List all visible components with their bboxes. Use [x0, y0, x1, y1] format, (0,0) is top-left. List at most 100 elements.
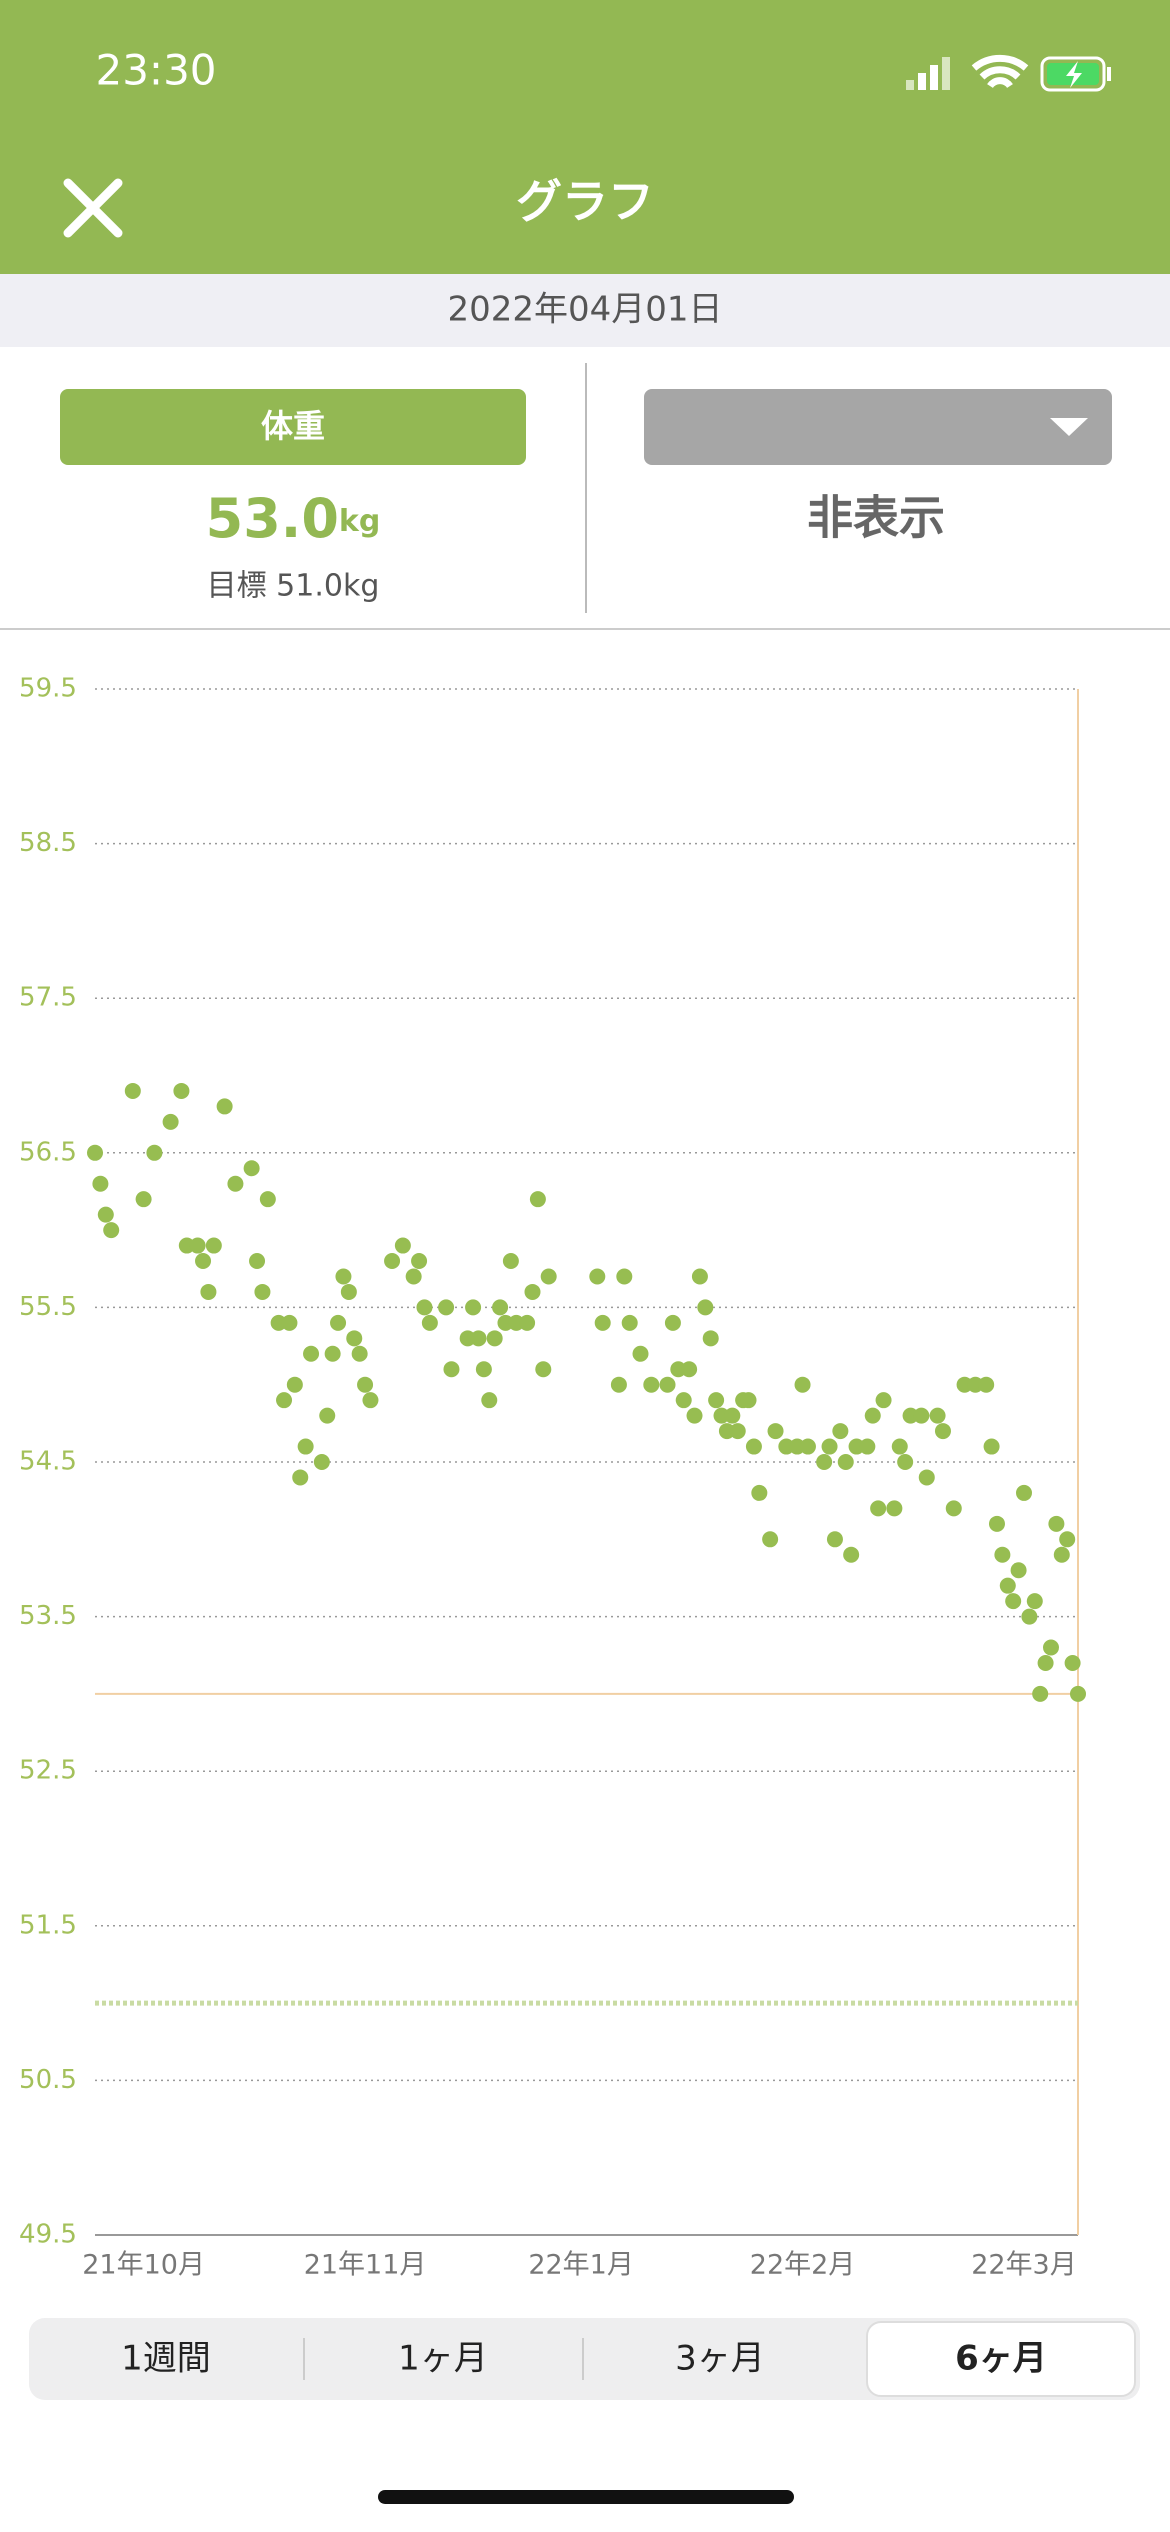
data-point: [994, 1546, 1011, 1563]
data-point: [799, 1438, 816, 1455]
data-point: [524, 1283, 541, 1300]
data-point: [124, 1082, 141, 1099]
data-point: [351, 1345, 368, 1362]
data-point: [216, 1098, 233, 1115]
status-icons: [906, 54, 1111, 92]
data-point: [659, 1376, 676, 1393]
segment-label[interactable]: 3ヶ月: [675, 2339, 765, 2379]
data-point: [686, 1407, 703, 1424]
data-point: [751, 1484, 768, 1501]
data-point: [816, 1454, 833, 1470]
x-tick-label: 22年1月: [528, 2250, 634, 2281]
y-tick-label: 49.5: [19, 2220, 77, 2250]
data-point: [988, 1515, 1005, 1532]
data-point: [1005, 1593, 1022, 1610]
data-point: [681, 1361, 698, 1378]
weight-button[interactable]: [60, 389, 526, 465]
data-point: [481, 1392, 498, 1409]
data-point: [762, 1531, 779, 1548]
segments: 1週間 1ヶ月 3ヶ月 6ヶ月: [121, 2339, 1047, 2379]
data-point: [87, 1144, 103, 1161]
data-point: [303, 1345, 320, 1362]
data-point: [1032, 1685, 1049, 1702]
y-tick-label: 58.5: [19, 828, 77, 858]
data-point: [837, 1454, 854, 1470]
dropdown-arrow: [1050, 418, 1088, 436]
data-point: [535, 1361, 552, 1378]
weight-unit: kg: [339, 504, 380, 539]
data-point: [97, 1206, 114, 1223]
x-tick-label: 22年3月: [971, 2250, 1077, 2281]
data-point: [411, 1253, 428, 1270]
data-point: [702, 1330, 719, 1347]
data-point: [594, 1314, 611, 1331]
data-point: [1048, 1515, 1065, 1532]
data-point: [729, 1423, 746, 1440]
data-point: [286, 1376, 303, 1393]
data-point: [346, 1330, 363, 1347]
data-point: [340, 1283, 357, 1300]
data-point: [664, 1314, 681, 1331]
data-point: [254, 1283, 271, 1300]
data-point: [616, 1268, 633, 1285]
data-point: [103, 1222, 120, 1239]
data-point: [292, 1469, 309, 1486]
data-point: [162, 1113, 179, 1130]
data-point: [405, 1268, 422, 1285]
data-point: [313, 1454, 330, 1470]
data-point: [324, 1345, 341, 1362]
data-point: [465, 1299, 482, 1316]
data-point: [864, 1407, 881, 1424]
data-point: [621, 1314, 638, 1331]
home-indicator: [378, 2490, 794, 2504]
data-point: [632, 1345, 649, 1362]
y-tick-label: 55.5: [19, 1292, 77, 1322]
data-point: [978, 1376, 995, 1393]
y-tick-label: 56.5: [19, 1137, 77, 1167]
data-point: [934, 1423, 951, 1440]
data-point: [470, 1330, 487, 1347]
weight-value: 53.0kg: [206, 487, 381, 550]
data-point: [697, 1299, 714, 1316]
x-tick-label: 21年11月: [304, 2250, 427, 2281]
segment-label[interactable]: 1ヶ月: [398, 2339, 488, 2379]
time: 23:30: [95, 46, 216, 95]
data-point: [945, 1500, 962, 1517]
data-point: [1042, 1639, 1059, 1656]
y-tick-label: 59.5: [19, 674, 77, 704]
select-button[interactable]: [644, 389, 1112, 465]
weight-button-label: 体重: [261, 407, 325, 445]
data-point: [643, 1376, 660, 1393]
y-tick-label: 52.5: [19, 1756, 77, 1786]
close-button[interactable]: [63, 178, 123, 238]
data-point: [540, 1268, 557, 1285]
data-point: [610, 1376, 627, 1393]
data-point: [918, 1469, 935, 1486]
data-point: [675, 1392, 692, 1409]
segment-selected: [866, 2321, 1136, 2397]
data-point: [195, 1253, 212, 1270]
data-point: [443, 1361, 460, 1378]
data-point: [929, 1407, 946, 1424]
data-point: [870, 1500, 887, 1517]
data-point: [330, 1314, 347, 1331]
data-point: [821, 1438, 838, 1455]
data-point: [826, 1531, 843, 1548]
data-point: [891, 1438, 908, 1455]
data-point: [740, 1392, 757, 1409]
data-point: [897, 1454, 914, 1470]
y-tick-label: 54.5: [19, 1447, 77, 1477]
data-point: [227, 1175, 244, 1192]
data-point: [189, 1237, 206, 1254]
chart: 59.5 58.5 57.5 56.5 55.5 54.5 53.5 52.5 51.5 50.5…: [19, 674, 1086, 2281]
date-text: 2022年04月01日: [447, 290, 722, 330]
segment-label[interactable]: 1週間: [121, 2339, 211, 2379]
data-point: [983, 1438, 1000, 1455]
data-point: [913, 1407, 930, 1424]
y-tick-label: 51.5: [19, 1910, 77, 1940]
segment-label[interactable]: 6ヶ月: [955, 2339, 1047, 2379]
data-point: [519, 1314, 536, 1331]
data-point: [1053, 1546, 1070, 1563]
data-point: [249, 1253, 266, 1270]
data-point: [384, 1253, 401, 1270]
